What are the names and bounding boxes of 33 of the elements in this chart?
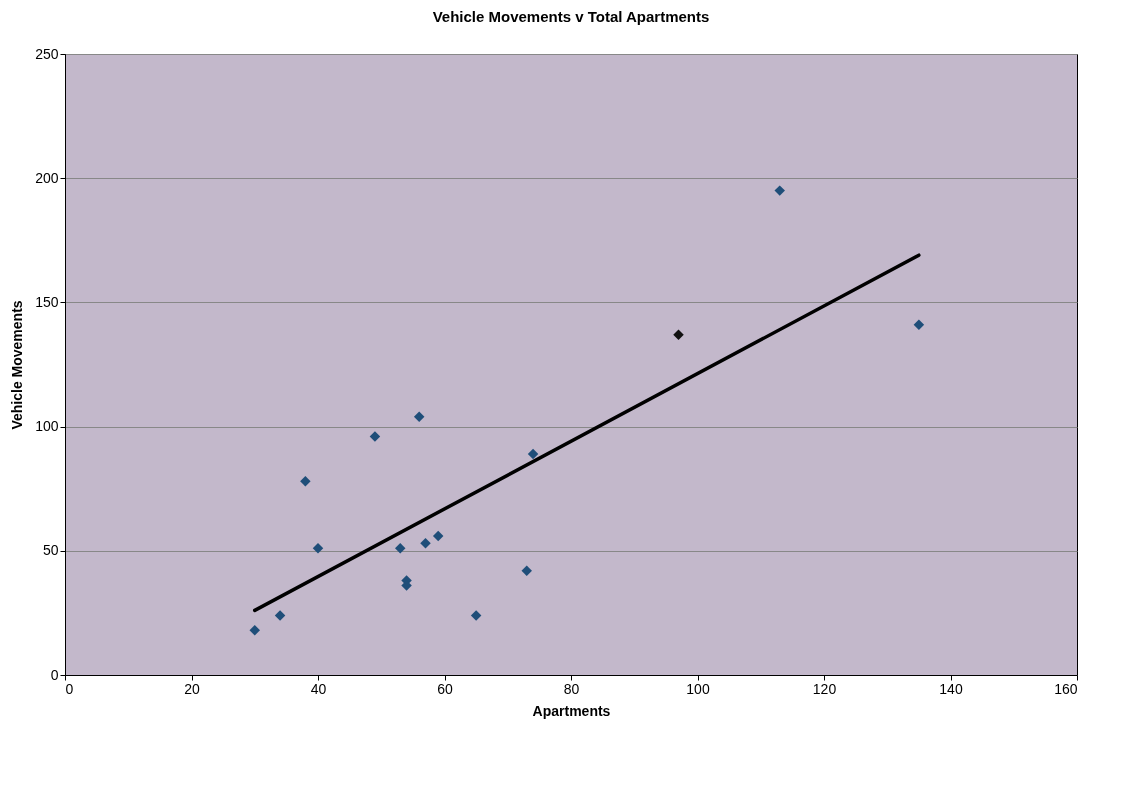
x-tick-label: 60 [437, 680, 453, 697]
x-tick-label: 0 [65, 680, 74, 697]
point [312, 543, 324, 554]
point [394, 543, 406, 554]
chart-title: Vehicle Movements v Total Apartments [432, 8, 710, 25]
x-tick-label: 100 [686, 680, 710, 697]
x-tick-label: 20 [184, 680, 200, 697]
x-tick-label: 120 [812, 680, 837, 697]
point [413, 411, 425, 422]
point [369, 431, 381, 442]
x-tick-label: 80 [563, 680, 580, 697]
point [913, 319, 925, 330]
y-tick-label: 250 [35, 45, 59, 62]
y-tick-label: 0 [50, 666, 59, 683]
y-tick-label: 150 [35, 293, 59, 310]
point [527, 448, 539, 460]
point [249, 625, 260, 636]
point [432, 530, 444, 542]
x-tick-label: 140 [939, 680, 963, 697]
x-tick-label: 160 [1054, 680, 1078, 697]
point [300, 476, 311, 487]
y-tick-label: 100 [35, 418, 59, 435]
point [420, 538, 431, 549]
point [470, 610, 482, 621]
x-axis-title: Apartments [532, 702, 611, 719]
point [274, 610, 286, 621]
point [774, 185, 785, 196]
point [521, 565, 532, 576]
y-axis-title: Vehicle Movements [9, 300, 26, 430]
x-tick-label: 40 [310, 680, 327, 697]
point [673, 329, 684, 340]
y-tick-label: 200 [35, 169, 59, 186]
y-tick-label: 50 [42, 542, 59, 559]
